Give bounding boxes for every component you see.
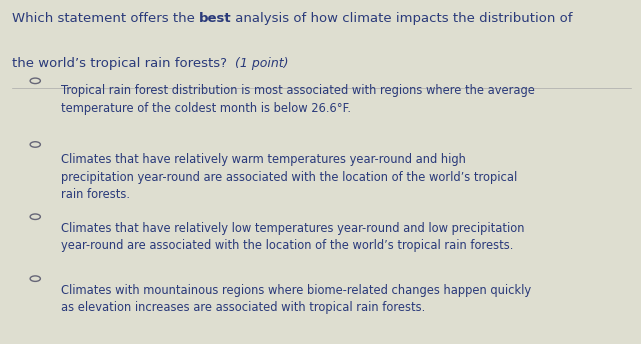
- Text: the world’s tropical rain forests?: the world’s tropical rain forests?: [12, 57, 226, 70]
- Text: Climates with mountainous regions where biome-related changes happen quickly
as : Climates with mountainous regions where …: [61, 284, 531, 314]
- Text: Tropical rain forest distribution is most associated with regions where the aver: Tropical rain forest distribution is mos…: [61, 84, 535, 115]
- Text: best: best: [199, 12, 231, 25]
- Text: analysis of how climate impacts the distribution of: analysis of how climate impacts the dist…: [231, 12, 573, 25]
- Text: (1 point): (1 point): [226, 57, 288, 70]
- Text: Climates that have relatively warm temperatures year-round and high
precipitatio: Climates that have relatively warm tempe…: [61, 153, 517, 201]
- Text: Which statement offers the: Which statement offers the: [12, 12, 199, 25]
- Text: Climates that have relatively low temperatures year-round and low precipitation
: Climates that have relatively low temper…: [61, 222, 524, 252]
